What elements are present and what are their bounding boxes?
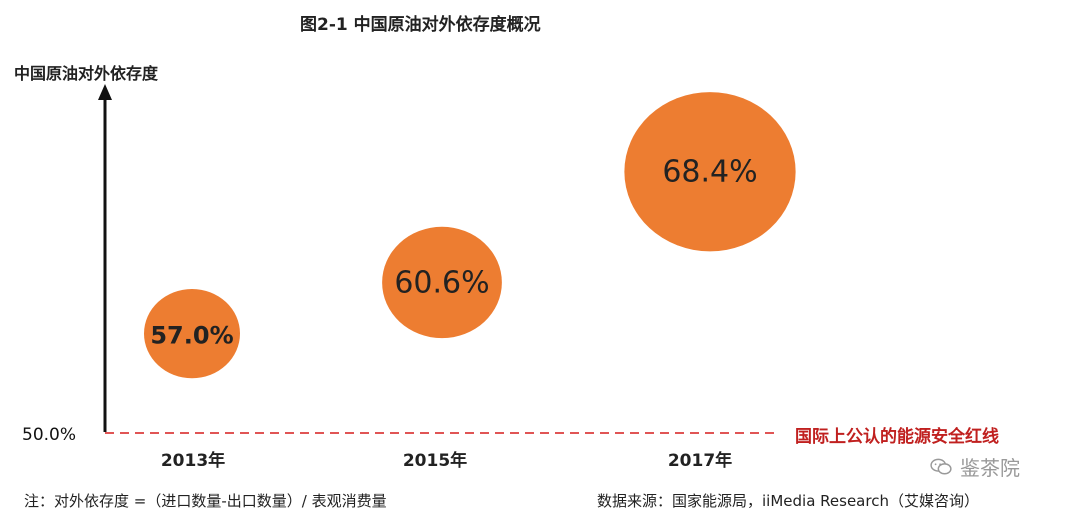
wechat-icon bbox=[930, 458, 952, 474]
bubble-0 bbox=[144, 288, 240, 379]
bubble-label-0: 57.0% bbox=[150, 322, 233, 350]
watermark-text: 鉴茶院 bbox=[960, 456, 1020, 480]
bubble-label-2: 68.4% bbox=[662, 155, 757, 190]
bubble-2 bbox=[624, 92, 796, 252]
bubble-label-1: 60.6% bbox=[394, 265, 489, 300]
y-axis-arrow bbox=[98, 84, 112, 100]
x-tick-label-0: 2013年 bbox=[161, 450, 225, 471]
chart-title: 图2-1 中国原油对外依存度概况 bbox=[300, 15, 541, 35]
source-note: 数据来源：国家能源局，iiMedia Research（艾媒咨询） bbox=[597, 492, 979, 510]
baseline-label: 50.0% bbox=[22, 425, 76, 445]
bubble-1 bbox=[382, 226, 502, 339]
baseline-annotation: 国际上公认的能源安全红线 bbox=[795, 426, 999, 447]
x-tick-group: 2013年 2015年 2017年 bbox=[161, 450, 732, 471]
bubble-group: 57.0% 60.6% 68.4% bbox=[144, 92, 796, 379]
footnote: 注：对外依存度 =（进口数量-出口数量）/ 表观消费量 bbox=[24, 492, 387, 510]
watermark: 鉴茶院 bbox=[930, 452, 1020, 481]
x-tick-label-2: 2017年 bbox=[668, 450, 732, 471]
y-axis-label: 中国原油对外依存度 bbox=[14, 64, 159, 83]
x-tick-label-1: 2015年 bbox=[403, 450, 467, 471]
